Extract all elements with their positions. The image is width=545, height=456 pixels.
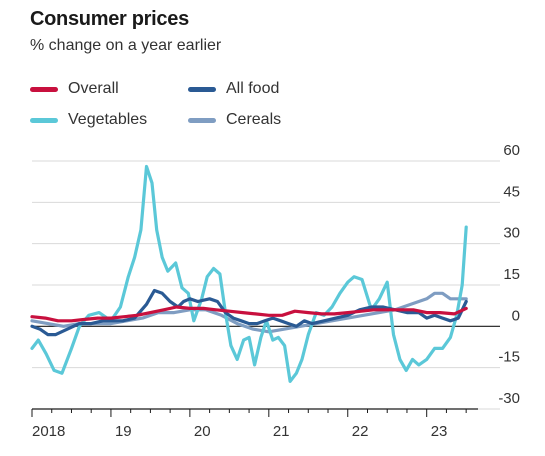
series-lines: [30, 164, 468, 383]
chart-title: Consumer prices: [30, 8, 189, 30]
legend-swatch-overall: [30, 86, 58, 92]
x-tick-label-23: 23: [431, 423, 448, 440]
series-line-vegetables: [30, 164, 468, 383]
x-tick-label-20: 20: [194, 423, 211, 440]
legend-swatch-all-food: [188, 86, 216, 92]
y-tick-label-30: 30: [503, 225, 520, 242]
legend-label-all-food: All food: [226, 80, 280, 97]
x-tick-label-21: 21: [273, 423, 290, 440]
y-tick-label-60: 60: [503, 142, 520, 159]
legend-item-overall: Overall: [30, 80, 119, 98]
legend-swatch-vegetables: [30, 117, 58, 123]
x-tick-label-22: 22: [352, 423, 369, 440]
x-tick-label-2018: 2018: [32, 423, 65, 440]
series-line-overall: [30, 305, 468, 323]
legend-item-all-food: All food: [188, 80, 279, 98]
gridlines: [32, 160, 500, 410]
legend-item-cereals: Cereals: [188, 111, 281, 129]
x-axis: 2018 19 20 21 22 23: [31, 408, 478, 440]
x-tick-label-19: 19: [115, 423, 132, 440]
y-tick-label-45: 45: [503, 183, 520, 200]
y-axis-ticks: 60 45 30 15 0 -15 -30: [498, 142, 520, 407]
legend-swatch-cereals: [188, 117, 216, 123]
legend-label-overall: Overall: [68, 80, 119, 97]
legend-item-vegetables: Vegetables: [30, 111, 147, 129]
series-line-cereals: [30, 291, 468, 334]
y-tick-label-0: 0: [512, 307, 520, 324]
y-tick-label--15: -15: [498, 349, 520, 366]
legend-label-cereals: Cereals: [226, 111, 282, 128]
legend-label-vegetables: Vegetables: [68, 111, 148, 128]
y-tick-label--30: -30: [498, 390, 520, 407]
chart-subtitle: % change on a year earlier: [30, 37, 222, 54]
y-tick-label-15: 15: [503, 266, 520, 283]
